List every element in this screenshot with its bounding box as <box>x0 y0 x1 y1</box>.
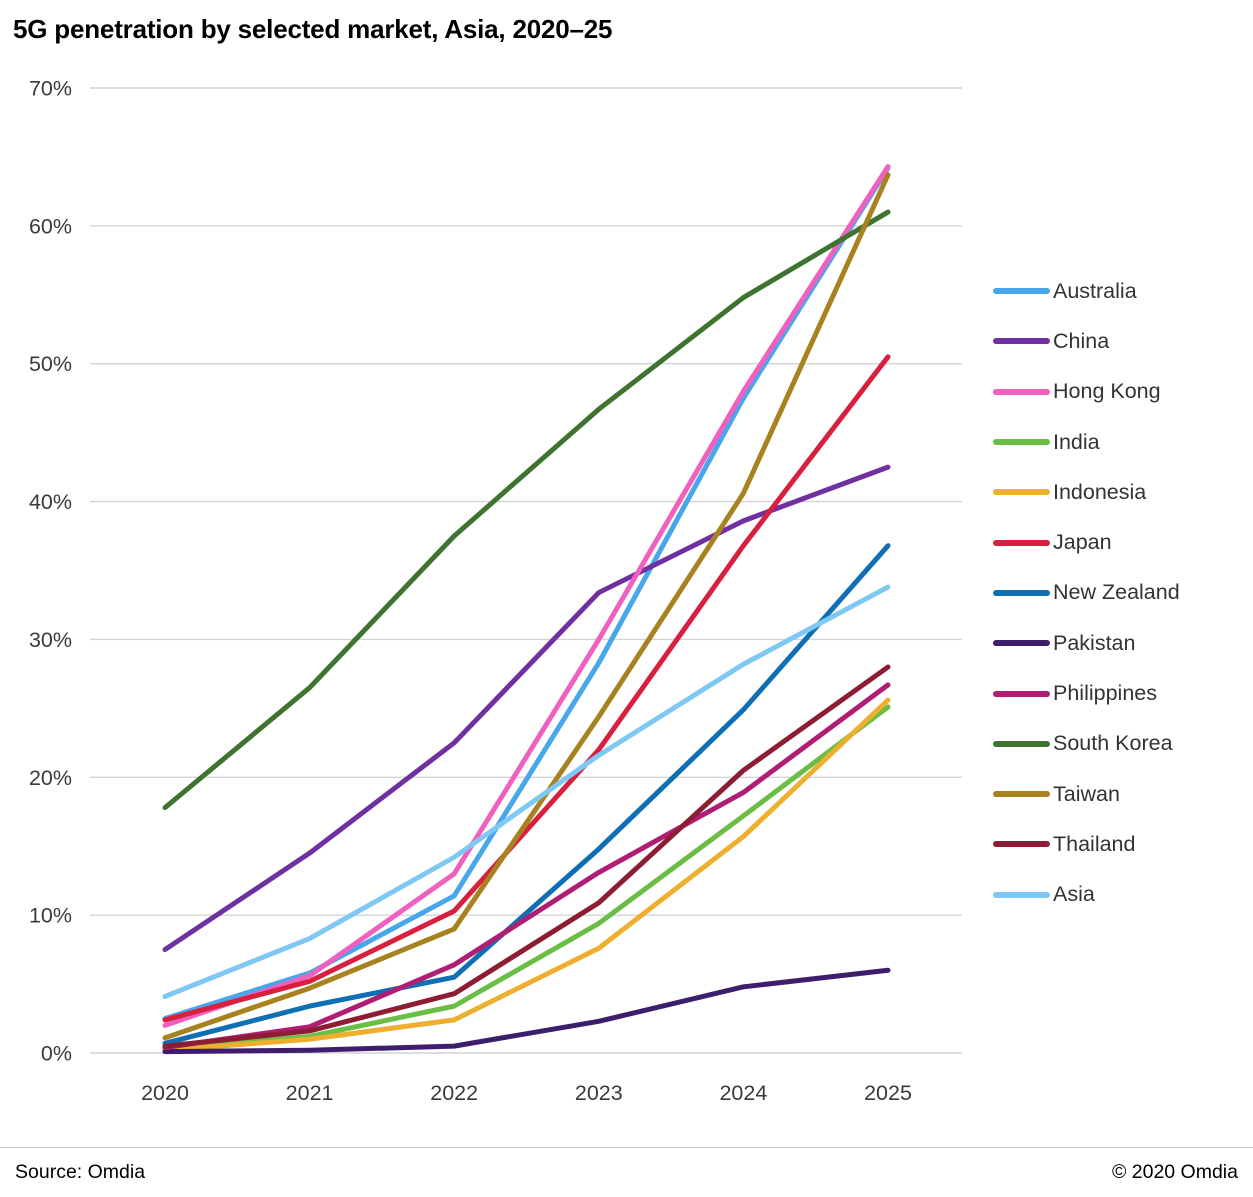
legend-label-thailand: Thailand <box>1053 831 1136 856</box>
x-tick-label-2022: 2022 <box>430 1081 478 1105</box>
legend-swatch-new-zealand <box>993 589 1050 596</box>
legend-item-asia: Asia <box>993 870 1180 920</box>
legend-swatch-japan <box>993 539 1050 546</box>
legend-swatch-hong-kong <box>993 388 1050 395</box>
footer: Source: Omdia © 2020 Omdia <box>0 1147 1253 1196</box>
legend-swatch-indonesia <box>993 489 1050 496</box>
chart-legend: Australia China Hong Kong India Indonesia Jap… <box>993 266 1180 920</box>
series-line-pakistan <box>162 967 891 1055</box>
legend-label-south-korea: South Korea <box>1053 731 1173 756</box>
y-tick-label-70: 70% <box>29 77 72 101</box>
series-line-indonesia <box>162 697 891 1053</box>
y-tick-label-40: 40% <box>29 490 72 514</box>
legend-swatch-india <box>993 439 1050 446</box>
legend-label-pakistan: Pakistan <box>1053 630 1136 655</box>
legend-label-india: India <box>1053 429 1100 454</box>
legend-item-india: India <box>993 417 1180 467</box>
legend-item-south-korea: South Korea <box>993 719 1180 769</box>
legend-label-taiwan: Taiwan <box>1053 781 1120 806</box>
legend-swatch-thailand <box>993 841 1050 848</box>
legend-item-hong-kong: Hong Kong <box>993 367 1180 417</box>
y-tick-label-0: 0% <box>41 1042 72 1066</box>
legend-swatch-china <box>993 338 1050 345</box>
series-line-india <box>162 704 891 1052</box>
series-line-taiwan <box>162 172 891 1041</box>
legend-label-china: China <box>1053 328 1110 353</box>
y-tick-label-60: 60% <box>29 214 72 238</box>
chart-canvas: 0% 10% 20% 30% 40% 50% 60% 70% 2020 2021 2022 2023 2… <box>29 77 962 1105</box>
legend-item-thailand: Thailand <box>993 819 1180 869</box>
legend-label-australia: Australia <box>1053 278 1137 303</box>
x-tick-label-2024: 2024 <box>719 1081 767 1105</box>
series-line-thailand <box>162 664 891 1049</box>
series-line-new-zealand <box>162 543 891 1046</box>
legend-item-indonesia: Indonesia <box>993 467 1180 517</box>
series-line-hong-kong <box>162 164 891 1028</box>
legend-item-japan: Japan <box>993 517 1180 567</box>
legend-label-hong-kong: Hong Kong <box>1053 379 1161 404</box>
legend-label-philippines: Philippines <box>1053 681 1157 706</box>
legend-item-new-zealand: New Zealand <box>993 568 1180 618</box>
y-tick-label-30: 30% <box>29 628 72 652</box>
x-tick-label-2021: 2021 <box>286 1081 334 1105</box>
y-tick-label-10: 10% <box>29 904 72 928</box>
legend-label-new-zealand: New Zealand <box>1053 580 1180 605</box>
legend-swatch-australia <box>993 288 1050 295</box>
legend-item-philippines: Philippines <box>993 668 1180 718</box>
series-line-china <box>162 464 891 953</box>
legend-swatch-south-korea <box>993 740 1050 747</box>
legend-swatch-philippines <box>993 690 1050 697</box>
chart-title: 5G penetration by selected market, Asia,… <box>13 14 613 44</box>
legend-item-pakistan: Pakistan <box>993 618 1180 668</box>
series-line-philippines <box>162 682 891 1050</box>
legend-item-taiwan: Taiwan <box>993 769 1180 819</box>
footer-source: Source: Omdia <box>15 1160 146 1183</box>
legend-label-indonesia: Indonesia <box>1053 479 1147 504</box>
x-tick-label-2023: 2023 <box>575 1081 623 1105</box>
x-tick-label-2020: 2020 <box>141 1081 189 1105</box>
legend-label-asia: Asia <box>1053 882 1095 907</box>
legend-swatch-asia <box>993 891 1050 898</box>
legend-item-china: China <box>993 316 1180 366</box>
series-line-australia <box>162 165 891 1022</box>
y-tick-label-20: 20% <box>29 766 72 790</box>
y-tick-label-50: 50% <box>29 352 72 376</box>
series-line-japan <box>162 354 891 1023</box>
legend-swatch-taiwan <box>993 791 1050 798</box>
legend-item-australia: Australia <box>993 266 1180 316</box>
footer-copyright: © 2020 Omdia <box>1111 1160 1238 1183</box>
series-line-asia <box>162 584 891 999</box>
legend-label-japan: Japan <box>1053 530 1112 555</box>
series-line-south-korea <box>162 209 891 811</box>
legend-swatch-pakistan <box>993 640 1050 647</box>
x-tick-label-2025: 2025 <box>864 1081 912 1105</box>
